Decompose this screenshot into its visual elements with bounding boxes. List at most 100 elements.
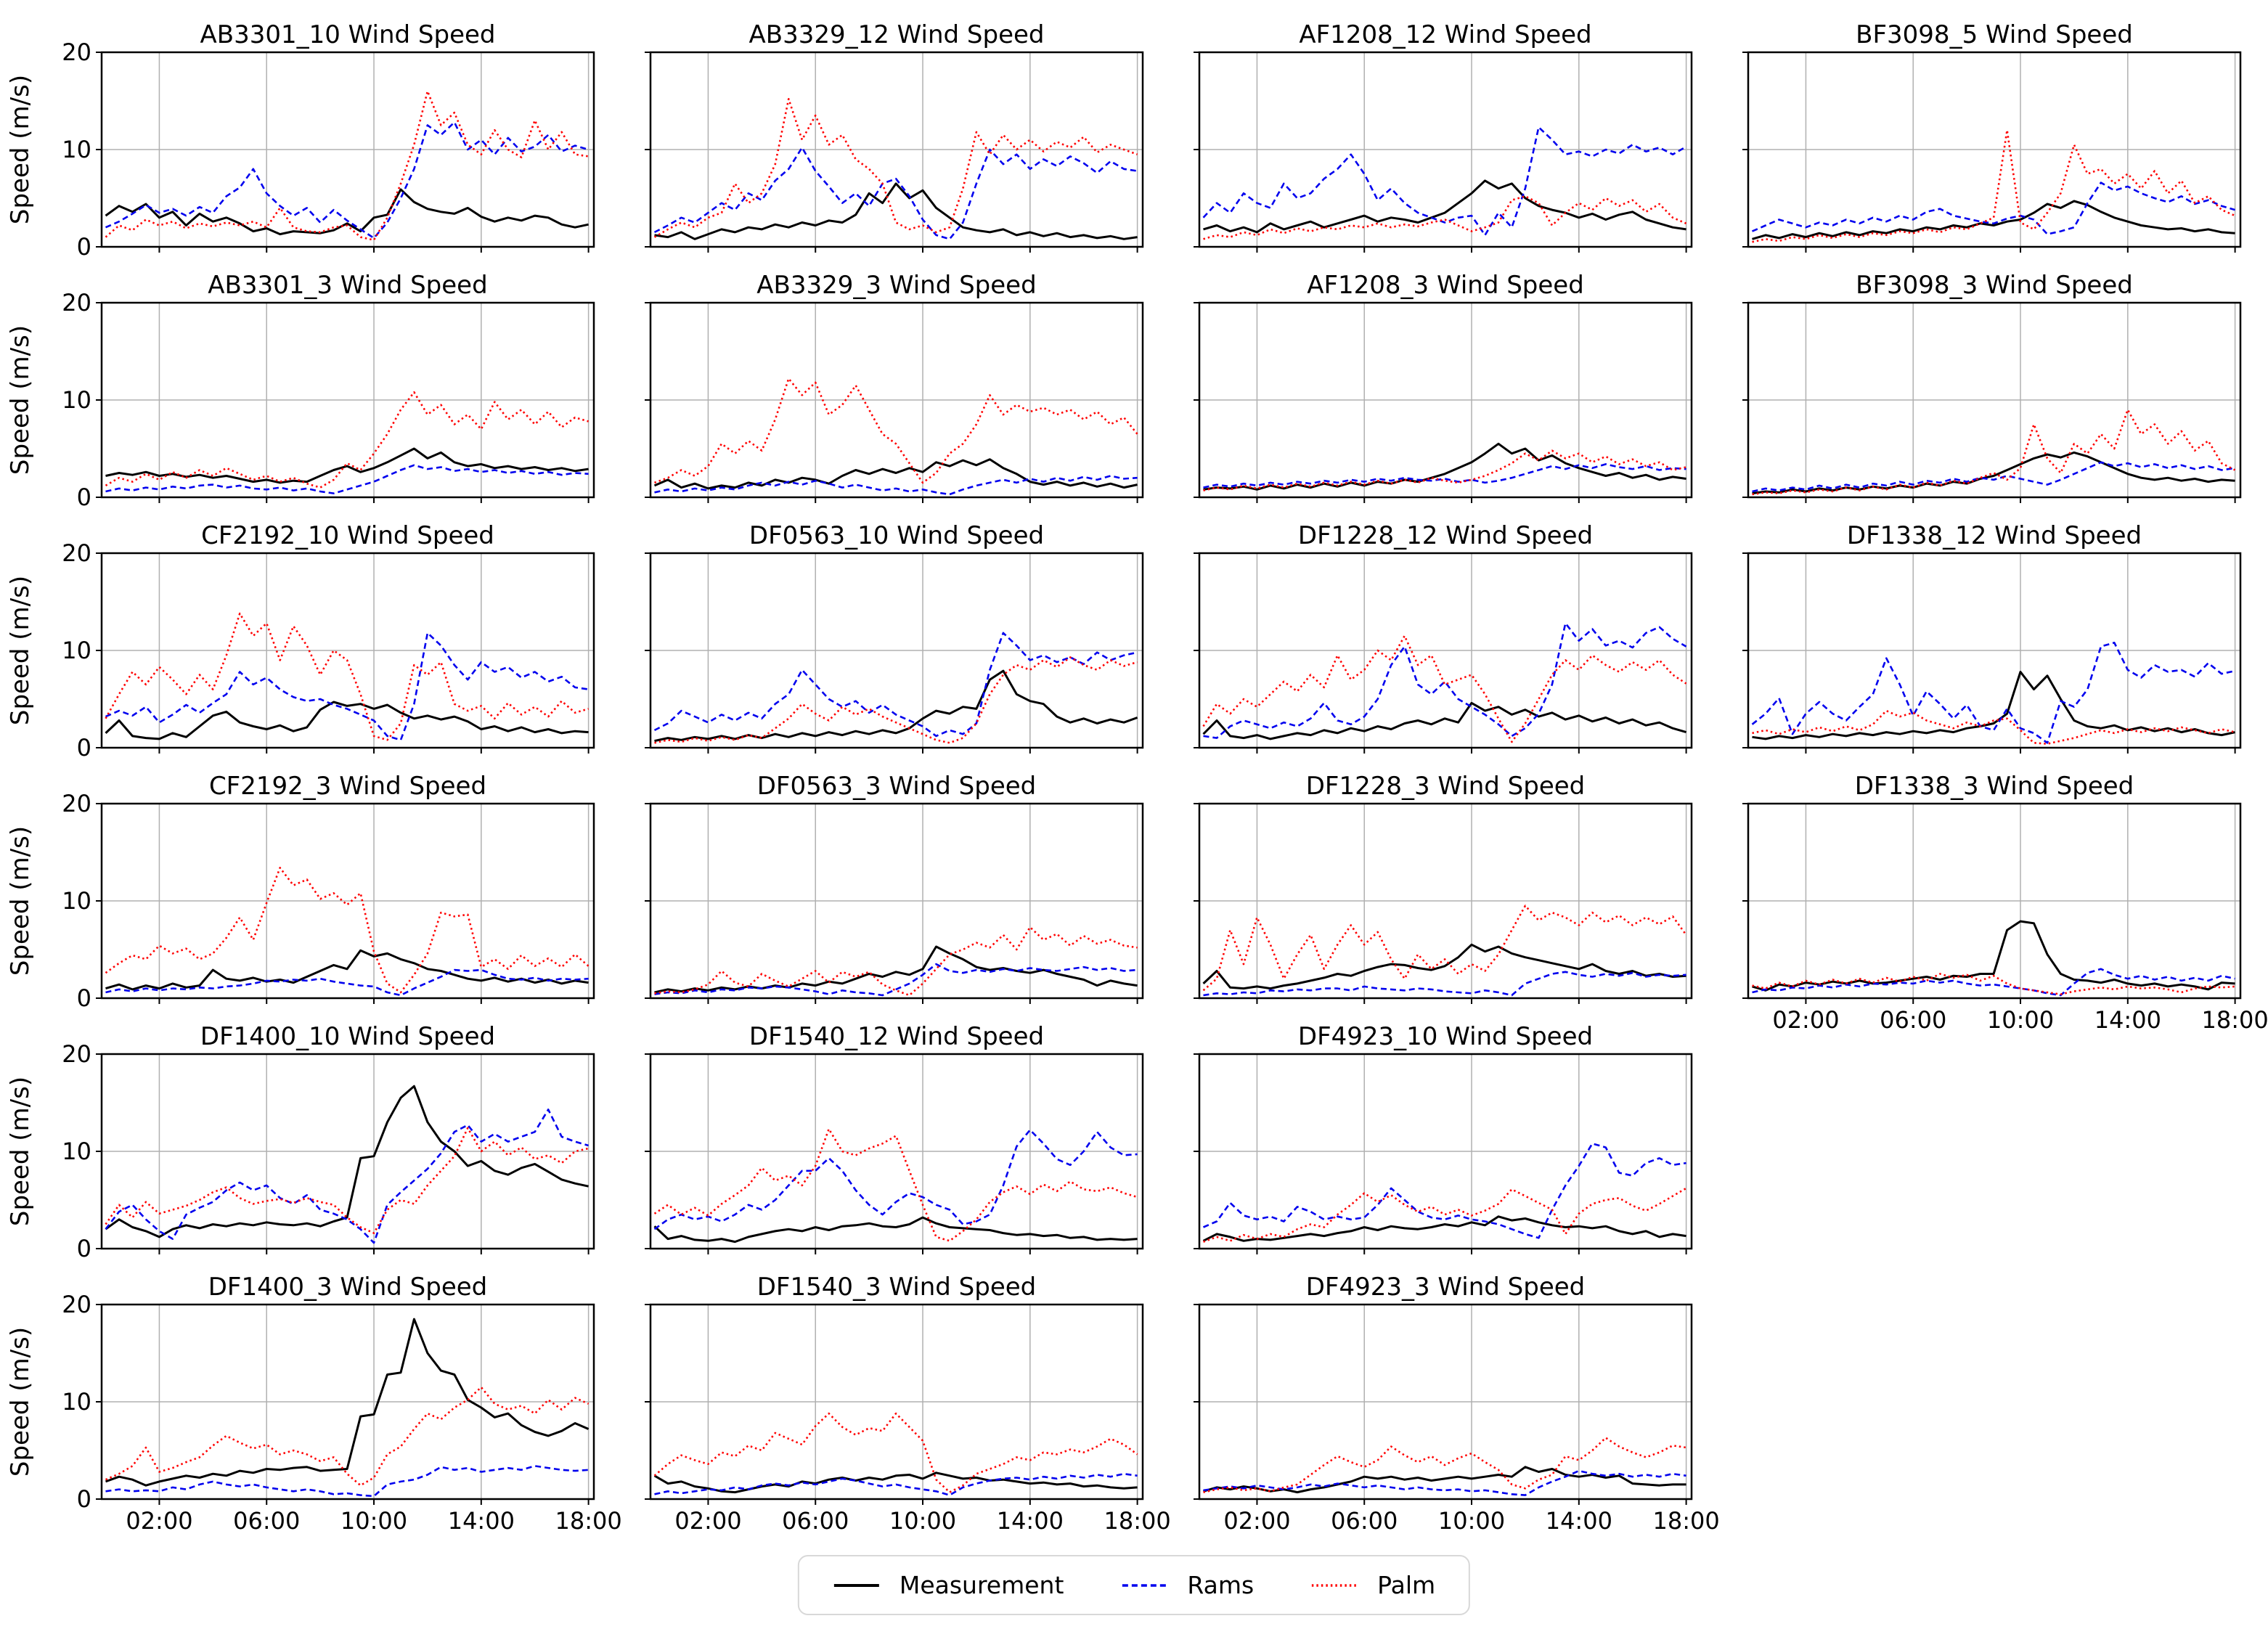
measurement-line bbox=[1203, 442, 1686, 491]
rams-line bbox=[1203, 622, 1687, 739]
rams-line bbox=[105, 968, 589, 997]
plot-area bbox=[96, 51, 595, 253]
plot-area bbox=[1742, 301, 2242, 503]
x-tick-label: 18:00 bbox=[555, 1507, 622, 1535]
palm-line bbox=[105, 391, 589, 489]
y-tick-label: 10 bbox=[62, 386, 91, 414]
palm-line bbox=[1752, 128, 2236, 243]
y-tick-label: 0 bbox=[76, 1235, 91, 1262]
plot-area bbox=[96, 552, 595, 754]
x-tick-label: 18:00 bbox=[1652, 1507, 1720, 1535]
measurement-line bbox=[653, 1471, 1138, 1494]
palm-line bbox=[654, 926, 1138, 997]
y-axis-label: Speed (m/s) bbox=[6, 825, 35, 976]
rams-line bbox=[654, 475, 1138, 496]
measurement-line-icon bbox=[833, 1583, 879, 1587]
rams-line bbox=[1751, 181, 2235, 235]
legend-item-palm: Palm bbox=[1310, 1571, 1435, 1599]
palm-line-icon bbox=[1312, 1583, 1358, 1587]
chart-title: DF1400_3 Wind Speed bbox=[208, 1273, 488, 1302]
rams-line bbox=[1752, 968, 2235, 997]
y-tick-label: 20 bbox=[62, 1291, 91, 1318]
palm-line bbox=[1752, 973, 2235, 995]
rams-line bbox=[105, 632, 589, 741]
plot-area bbox=[96, 301, 595, 503]
rams-line bbox=[105, 464, 589, 494]
palm-line bbox=[653, 98, 1138, 238]
rams-line bbox=[105, 1109, 589, 1244]
plot-area bbox=[645, 552, 1144, 754]
palm-line bbox=[654, 656, 1138, 744]
x-tick-label: 18:00 bbox=[2201, 1006, 2268, 1034]
palm-line bbox=[653, 1412, 1138, 1493]
chart-title: DF0563_3 Wind Speed bbox=[756, 772, 1037, 801]
plot-area bbox=[96, 1053, 595, 1254]
y-tick-label: 0 bbox=[76, 483, 91, 511]
legend-label-measurement: Measurement bbox=[899, 1571, 1064, 1599]
legend-label-palm: Palm bbox=[1377, 1571, 1436, 1599]
x-tick-label: 18:00 bbox=[1104, 1507, 1171, 1535]
measurement-line bbox=[1203, 1466, 1686, 1494]
chart-title: DF1338_3 Wind Speed bbox=[1854, 772, 2134, 801]
rams-line bbox=[1751, 642, 2235, 744]
rams-line bbox=[653, 632, 1138, 738]
rams-line bbox=[105, 121, 589, 240]
palm-line bbox=[1752, 409, 2236, 496]
measurement-line bbox=[1203, 179, 1686, 234]
chart-title: CF2192_3 Wind Speed bbox=[208, 772, 487, 801]
palm-line bbox=[1202, 905, 1687, 992]
x-tick-label: 10:00 bbox=[1986, 1006, 2055, 1034]
plot-area bbox=[1742, 802, 2242, 1004]
plot-area bbox=[645, 1303, 1144, 1505]
legend-label-rams: Rams bbox=[1187, 1571, 1255, 1599]
x-tick-label: 06:00 bbox=[1331, 1507, 1398, 1535]
measurement-line bbox=[654, 669, 1138, 743]
x-tick-label: 14:00 bbox=[996, 1507, 1064, 1535]
measurement-line bbox=[653, 458, 1138, 490]
measurement-line bbox=[653, 1216, 1138, 1244]
y-axis-label: Speed (m/s) bbox=[6, 74, 35, 225]
chart-title: AF1208_3 Wind Speed bbox=[1307, 271, 1584, 300]
chart-title: AF1208_12 Wind Speed bbox=[1299, 20, 1592, 49]
measurement-line bbox=[1752, 200, 2235, 240]
chart-title: AB3301_3 Wind Speed bbox=[208, 271, 488, 300]
x-tick-label: 06:00 bbox=[1880, 1006, 1947, 1034]
y-axis-label: Speed (m/s) bbox=[6, 575, 35, 726]
rams-line-icon bbox=[1122, 1583, 1167, 1587]
chart-title: AB3301_10 Wind Speed bbox=[200, 20, 496, 49]
measurement-line bbox=[654, 945, 1138, 994]
plot-area bbox=[1194, 51, 1693, 253]
chart-title: DF4923_10 Wind Speed bbox=[1297, 1022, 1594, 1051]
plot-area bbox=[645, 802, 1144, 1004]
measurement-line bbox=[1202, 943, 1686, 990]
measurement-line bbox=[105, 1085, 589, 1238]
plot-area bbox=[1742, 552, 2242, 754]
legend: Measurement Rams Palm bbox=[797, 1555, 1471, 1615]
plot-area bbox=[1194, 1303, 1693, 1505]
measurement-line bbox=[105, 1318, 590, 1487]
chart-title: DF1540_3 Wind Speed bbox=[756, 1273, 1037, 1302]
rams-line bbox=[1202, 126, 1687, 237]
rams-line bbox=[1752, 461, 2235, 493]
x-tick-label: 10:00 bbox=[340, 1507, 408, 1535]
legend-item-rams: Rams bbox=[1120, 1571, 1254, 1599]
y-tick-label: 0 bbox=[76, 984, 91, 1012]
y-tick-label: 20 bbox=[62, 1040, 91, 1068]
rams-line bbox=[1202, 1143, 1686, 1239]
legend-item-measurement: Measurement bbox=[833, 1571, 1064, 1599]
measurement-line bbox=[1202, 1215, 1686, 1242]
palm-line bbox=[654, 377, 1138, 484]
chart-title: DF0563_10 Wind Speed bbox=[748, 521, 1045, 550]
palm-line bbox=[105, 612, 589, 741]
chart-title: DF1400_10 Wind Speed bbox=[200, 1022, 496, 1051]
measurement-line bbox=[1752, 920, 2235, 992]
y-tick-label: 20 bbox=[62, 289, 91, 317]
y-axis-label: Speed (m/s) bbox=[6, 1326, 35, 1477]
chart-title: BF3098_3 Wind Speed bbox=[1856, 271, 2133, 300]
y-tick-label: 20 bbox=[62, 790, 91, 817]
plot-area bbox=[1194, 802, 1693, 1004]
y-tick-label: 0 bbox=[76, 1485, 91, 1513]
y-tick-label: 10 bbox=[62, 637, 91, 664]
plot-area bbox=[645, 1053, 1144, 1254]
y-tick-label: 10 bbox=[62, 1388, 91, 1416]
